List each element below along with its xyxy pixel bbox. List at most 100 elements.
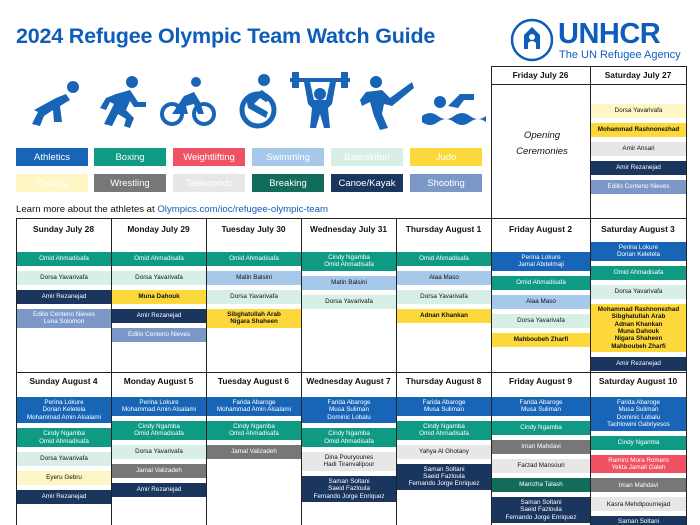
event-cell[interactable]: Farzad Mansouri (492, 458, 590, 473)
athlete-name: Alaa Maso (526, 298, 556, 306)
event-cell[interactable]: Kasra Mehdipournejad (591, 497, 686, 512)
athlete-name: Ramiro Mora Romero (608, 456, 669, 464)
event-cell[interactable]: Amir Rezanejad (591, 357, 686, 372)
event-cell[interactable]: Dorsa Yavarivafa (492, 313, 590, 328)
event-cell[interactable]: Cindy Ngamba (591, 435, 686, 450)
learn-more-text: Learn more about the athletes at Olympic… (16, 204, 328, 215)
event-cell[interactable]: Ramiro Mora Romero Yekta Jamali Galeh (591, 454, 686, 474)
unhcr-logo[interactable]: UNHCR The UN Refugee Agency (510, 18, 690, 66)
athlete-name: Dorian Keletela (42, 406, 86, 414)
logo-name: UNHCR (558, 18, 661, 50)
event-cell[interactable]: Dina Pouryounes Hadi Tiranvalipour (302, 452, 396, 471)
legend-breaking[interactable]: Breaking (252, 174, 324, 192)
event-cell[interactable]: Amir Rezanejad (17, 490, 111, 504)
event-cell[interactable]: Amir Rezanejad (17, 290, 111, 304)
weightlifting-icon (290, 72, 350, 128)
event-cell[interactable]: Omid Ahmadisafa (591, 265, 686, 280)
event-cell[interactable]: Dorsa Yavarivafa (591, 104, 686, 118)
event-cell[interactable]: Edilio Centeno Nieves (591, 180, 686, 194)
event-cell[interactable]: Omid Ahmadisafa (207, 252, 301, 266)
event-cell[interactable]: Muna Dahouk (112, 290, 206, 304)
event-cell[interactable]: Dorsa Yavarivafa (397, 290, 491, 304)
event-cell[interactable]: Cindy Ngamba Omid Ahmadisafa (397, 420, 491, 440)
athlete-name: Farida Abaroge (616, 398, 661, 406)
event-cell[interactable]: Dorsa Yavarivafa (17, 271, 111, 285)
legend-swimming[interactable]: Swimming (252, 148, 324, 166)
event-cell[interactable]: Iman Mahdavi (492, 439, 590, 454)
event-cell[interactable]: Omid Ahmadisafa (17, 252, 111, 266)
event-cell[interactable]: Amir Rezanejad (112, 309, 206, 323)
legend-boxing[interactable]: Boxing (94, 148, 166, 166)
event-cell[interactable]: Perina Lokure Dorian Keletela Mohammad Ami… (17, 397, 111, 424)
event-cell[interactable]: Cindy Ngamba Omid Ahmadisafa (112, 420, 206, 440)
athlete-name: Dorian Keletela (616, 251, 661, 259)
event-cell[interactable]: Perina Lokure Jamal Abdelmaji (492, 252, 590, 271)
event-cell[interactable]: Dorsa Yavarivafa (302, 294, 396, 309)
athlete-name: Alaa Maso (429, 274, 459, 282)
event-cell[interactable]: Cindy Ngamba (492, 420, 590, 435)
athlete-name: Dorsa Yavarivafa (135, 274, 183, 282)
event-cell[interactable]: Mohammad Rashnonezhad Sibghatullah Arab Ad… (591, 303, 686, 353)
event-cell[interactable]: Cindy Ngamba Omid Ahmadisafa (207, 420, 301, 440)
legend-wrestling[interactable]: Wrestling (94, 174, 166, 192)
event-cell[interactable]: Dorsa Yavarivafa (112, 444, 206, 459)
legend-badminton[interactable]: Badminton (331, 148, 403, 166)
event-cell[interactable]: Dorsa Yavarivafa (112, 271, 206, 285)
event-cell[interactable]: Saman Soltani Saeid Fazloula Fernando Jorg… (492, 496, 590, 523)
legend-canoe-kayak[interactable]: Canoe/Kayak (331, 174, 403, 192)
event-cell[interactable]: Omid Ahmadisafa (397, 252, 491, 266)
legend-cycling[interactable]: Cycling (16, 174, 88, 192)
event-cell[interactable]: Cindy Ngamba Omid Ahmadisafa (302, 252, 396, 271)
legend-judo[interactable]: Judo (410, 148, 482, 166)
learn-more-link[interactable]: Olympics.com/ioc/refugee-olympic-team (157, 204, 328, 215)
event-cell[interactable]: Saman Soltani Saeid Fazloula Fernando Jorg… (397, 463, 491, 490)
day-header: Saturday August 3 (601, 224, 675, 234)
event-cell[interactable]: Farida Abaroge Musa Suliman (397, 397, 491, 416)
event-cell[interactable]: Perina Lokure Dorian Keletela (591, 242, 686, 261)
day-header: Thursday August 8 (405, 376, 482, 386)
legend-athletics[interactable]: Athletics (16, 148, 88, 166)
event-cell[interactable]: Alaa Maso (397, 271, 491, 285)
grid-line (491, 84, 686, 85)
event-cell[interactable]: Mohammad Rashnonezhad (591, 123, 686, 137)
event-cell[interactable]: Edilio Centeno Nieves (112, 328, 206, 342)
event-cell[interactable]: Dorsa Yavarivafa (591, 284, 686, 299)
athlete-name: Omid Ahmadisafa (324, 261, 374, 269)
event-cell[interactable]: Manizha Talash (492, 477, 590, 492)
event-cell[interactable]: Perina Lokure Mohammad Amin Alsalami (112, 397, 206, 416)
legend-taekwondo[interactable]: Taekwondo (173, 174, 245, 192)
event-cell[interactable]: Edilio Centeno Nieves Luna Solomon (17, 309, 111, 328)
grid-line (686, 218, 687, 525)
event-cell[interactable]: Alaa Maso (492, 294, 590, 309)
event-cell[interactable]: Omid Ahmadisafa (492, 275, 590, 290)
event-cell[interactable]: Farida Abaroge Musa Suliman Dominic Lobalu (302, 397, 396, 424)
event-cell[interactable]: Jamal Valizadeh (207, 444, 301, 459)
legend-weightlifting[interactable]: Weightlifting (173, 148, 245, 166)
event-cell[interactable]: Matin Balsini (207, 271, 301, 285)
event-cell[interactable]: Amir Ansari (591, 142, 686, 156)
event-cell[interactable]: Cindy Ngamba Omid Ahmadisafa (17, 428, 111, 447)
event-cell[interactable]: Omid Ahmadisafa (112, 252, 206, 266)
event-cell[interactable]: Amir Rezanejad (112, 482, 206, 497)
athlete-name: Amir Rezanejad (136, 485, 182, 493)
athlete-name: Omid Ahmadisafa (229, 430, 279, 438)
event-cell[interactable]: Matin Balsini (302, 275, 396, 290)
legend-shooting[interactable]: Shooting (410, 174, 482, 192)
event-cell[interactable]: Saman Soltani Saeid Fazloula Fernando Jorg… (302, 475, 396, 502)
event-cell[interactable]: Mahboubeh Zharfi (492, 332, 590, 347)
event-cell[interactable]: Iman Mahdavi (591, 478, 686, 493)
event-cell[interactable]: Dorsa Yavarivafa (207, 290, 301, 304)
event-cell[interactable]: Farida Abaroge Musa Suliman Dominic Lobalu… (591, 397, 686, 431)
event-cell[interactable]: Jamal Valizadeh (112, 463, 206, 478)
event-cell[interactable]: Sibghatullah Arab Nigara Shaheen (207, 309, 301, 328)
event-cell[interactable]: Yahya Al Ghotany (397, 444, 491, 459)
event-cell[interactable]: Dorsa Yavarivafa (17, 452, 111, 466)
event-cell[interactable]: Farida Abaroge Mohammad Amin Alsalami (207, 397, 301, 416)
event-cell[interactable]: Eyeru Gebru (17, 471, 111, 485)
event-cell[interactable]: Cindy Ngamba Omid Ahmadisafa (302, 428, 396, 447)
event-cell[interactable]: Amir Rezanejad (591, 161, 686, 175)
athlete-name: Dorsa Yavarivafa (614, 288, 663, 296)
event-cell[interactable]: Farida Abaroge Musa Suliman (492, 397, 590, 416)
event-cell[interactable]: Adnan Khankan (397, 309, 491, 323)
